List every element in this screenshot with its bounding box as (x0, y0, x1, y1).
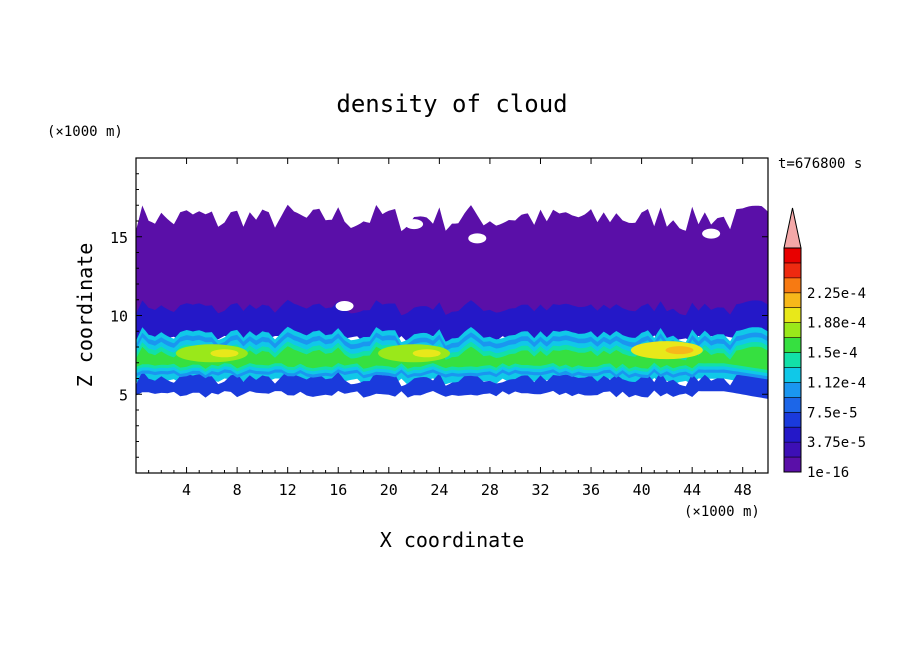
y-tick-label: 5 (119, 386, 128, 404)
colorbar-tick-label: 1.88e-4 (807, 316, 866, 332)
x-axis-title: X coordinate (380, 528, 525, 552)
colorbar: 1e-16 3.75e-5 7.5e-5 1.12e-4 1.5e-4 1.88e-4 2.… (783, 207, 866, 481)
x-tick-label: 16 (329, 481, 347, 499)
cloud-layer-3 (136, 370, 768, 399)
y-axis-title: Z coordinate (73, 243, 97, 388)
y-axis-ticks: 5 10 15 (110, 173, 768, 458)
core-peak-1 (412, 349, 441, 358)
core-band-3 (136, 346, 768, 370)
clear-gap-3 (335, 301, 354, 312)
colorbar-swatch (784, 277, 801, 294)
x-tick-label: 28 (481, 481, 499, 499)
x-tick-label: 40 (633, 481, 651, 499)
colorbar-swatch (784, 337, 801, 353)
x-tick-label: 20 (380, 481, 398, 499)
x-unit-label: (×1000 m) (684, 504, 760, 520)
x-tick-label: 44 (683, 481, 701, 499)
colorbar-swatch (784, 442, 801, 458)
y-tick-label: 15 (110, 229, 128, 247)
colorbar-tick-label: 1.12e-4 (807, 375, 866, 391)
clear-gap-1 (468, 233, 487, 244)
y-unit-label: (×1000 m) (47, 124, 123, 140)
colorbar-swatch (784, 427, 801, 443)
clear-gap-0 (405, 219, 424, 230)
colorbar-tick-label: 7.5e-5 (807, 405, 858, 421)
x-tick-label: 36 (582, 481, 600, 499)
colorbar-tick-label: 3.75e-5 (807, 435, 866, 451)
colorbar-tick-label: 2.25e-4 (807, 286, 866, 302)
chart-title: density of cloud (336, 90, 567, 118)
colorbar-swatch (784, 382, 801, 398)
colorbar-tick-label: 1.5e-4 (807, 346, 858, 362)
colorbar-swatch (784, 262, 801, 279)
clear-gap-2 (702, 228, 721, 239)
colorbar-swatch (784, 412, 801, 428)
colorbar-swatch (784, 248, 801, 264)
x-tick-label: 8 (233, 481, 242, 499)
colorbar-tick-label: 1e-16 (807, 465, 849, 481)
x-tick-label: 4 (182, 481, 191, 499)
colorbar-swatch (784, 352, 801, 368)
plot-area (136, 204, 768, 399)
colorbar-swatch (784, 457, 801, 473)
x-axis-ticks: 4 8 12 16 20 24 28 32 36 40 44 48 (148, 158, 756, 499)
x-tick-label: 12 (279, 481, 297, 499)
colorbar-swatch (784, 367, 801, 383)
colorbar-frame (783, 247, 802, 473)
x-tick-label: 32 (531, 481, 549, 499)
cloud-layer-0 (136, 204, 768, 333)
colorbar-swatch (784, 322, 801, 338)
x-tick-label: 24 (430, 481, 448, 499)
colorbar-swatch (784, 397, 801, 413)
x-tick-label: 48 (734, 481, 752, 499)
colorbar-swatch (784, 307, 801, 324)
core-peak-2 (665, 346, 694, 355)
time-label: t=676800 s (778, 156, 862, 172)
colorbar-swatch (784, 292, 801, 309)
colorbar-extend-arrow (783, 207, 802, 249)
y-tick-label: 10 (110, 308, 128, 326)
core-peak-0 (210, 349, 239, 358)
